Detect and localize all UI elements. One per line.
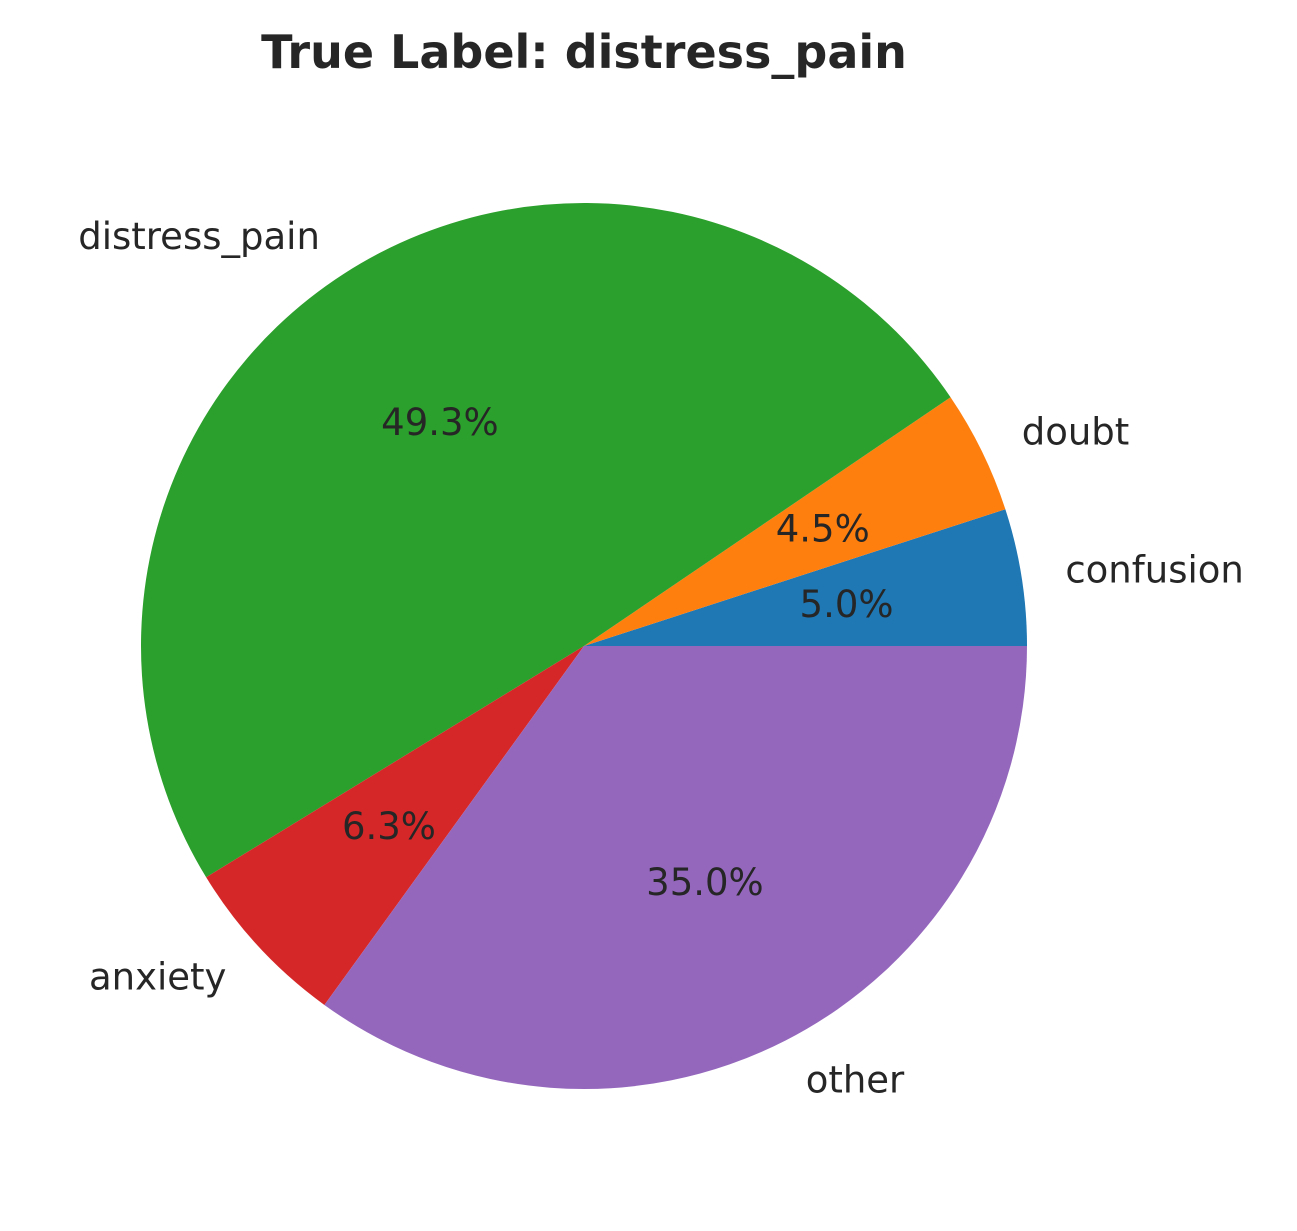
pie-slice-confusion [584, 509, 1027, 646]
slice-label-doubt: doubt [1022, 410, 1130, 453]
pie-slice-other [324, 646, 1027, 1089]
pie-slice-doubt [584, 397, 1006, 646]
slice-label-other: other [806, 1058, 905, 1101]
pie-slice-anxiety [206, 646, 585, 1005]
slice-label-anxiety: anxiety [89, 956, 226, 999]
pie-labels: 5.0% confusion 4.5% doubt 49.3% distress_pain… [78, 215, 1244, 1101]
pct-label-doubt: 4.5% [776, 508, 870, 551]
slice-label-confusion: confusion [1065, 548, 1244, 591]
pct-label-distress-pain: 49.3% [381, 401, 499, 444]
slice-label-distress-pain: distress_pain [78, 215, 320, 258]
chart-title: True Label: distress_pain [261, 25, 907, 79]
pct-label-anxiety: 6.3% [342, 805, 436, 848]
pct-label-confusion: 5.0% [800, 583, 894, 626]
pie-slices [141, 203, 1027, 1089]
pie-slice-distress-pain [141, 203, 951, 878]
pct-label-other: 35.0% [646, 861, 764, 904]
